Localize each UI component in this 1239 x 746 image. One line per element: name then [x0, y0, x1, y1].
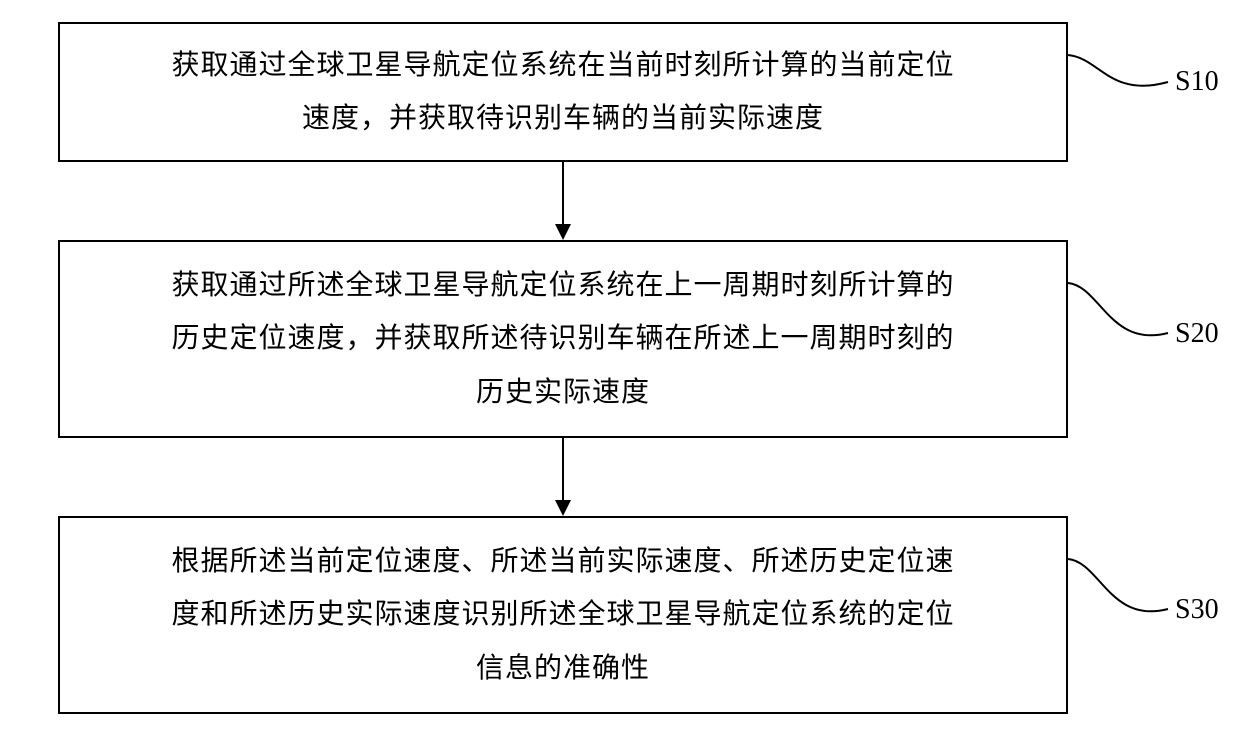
- flowchart-canvas: 获取通过全球卫星导航定位系统在当前时刻所计算的当前定位 速度，并获取待识别车辆的…: [0, 0, 1239, 746]
- step-label-s30: S30: [1175, 594, 1219, 626]
- bracket-connector-s30: [0, 0, 1239, 746]
